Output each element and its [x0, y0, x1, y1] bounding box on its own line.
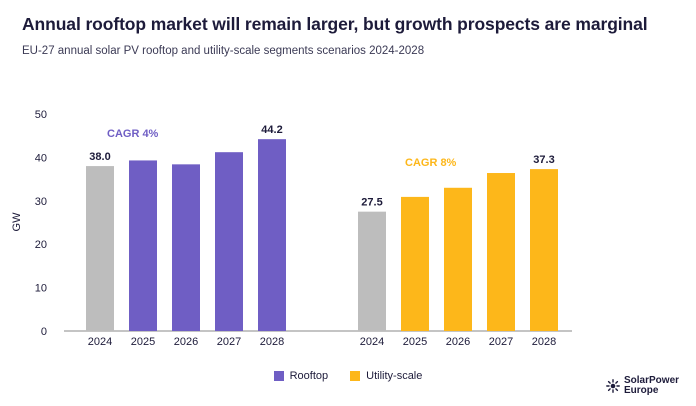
- cagr-annotation: CAGR 8%: [405, 157, 457, 169]
- x-tick-label: 2025: [131, 336, 155, 348]
- y-tick-label: 10: [35, 283, 47, 295]
- legend-item-utility: Utility-scale: [350, 370, 422, 382]
- bar-utility-2028: [530, 169, 558, 331]
- data-label: 44.2: [261, 124, 282, 136]
- x-tick-label: 2028: [532, 336, 556, 348]
- bar-utility-2026: [444, 187, 472, 331]
- x-tick-label: 2026: [174, 336, 198, 348]
- bar-rooftop-2025: [129, 160, 157, 331]
- x-tick-label: 2024: [360, 336, 384, 348]
- bar-rooftop-2028: [258, 139, 286, 331]
- bar-rooftop-2024: [86, 166, 114, 331]
- x-tick-label: 2025: [403, 336, 427, 348]
- bar-utility-2027: [487, 173, 515, 331]
- x-tick-label: 2027: [489, 336, 513, 348]
- y-tick-label: 0: [41, 326, 47, 338]
- logo-text: SolarPower Europe: [624, 375, 680, 396]
- bar-utility-2024: [358, 211, 386, 331]
- data-label: 37.3: [533, 154, 554, 166]
- legend-swatch-utility: [350, 371, 361, 381]
- data-label: 38.0: [89, 151, 110, 163]
- legend-swatch-rooftop: [273, 371, 284, 381]
- sun-icon: [606, 379, 620, 393]
- data-label: 27.5: [361, 197, 382, 209]
- legend-item-rooftop: Rooftop: [273, 370, 329, 382]
- x-tick-label: 2026: [446, 336, 470, 348]
- y-tick-label: 40: [35, 152, 47, 164]
- legend-label-utility: Utility-scale: [366, 370, 423, 382]
- y-tick-label: 20: [35, 239, 47, 251]
- x-tick-label: 2024: [88, 336, 112, 348]
- chart-subtitle: EU-27 annual solar PV rooftop and utilit…: [22, 45, 425, 57]
- chart-legend: Rooftop Utility-scale: [0, 370, 696, 382]
- bar-rooftop-2026: [172, 164, 200, 331]
- bar-rooftop-2027: [215, 152, 243, 331]
- y-tick-label: 50: [35, 109, 47, 121]
- x-tick-label: 2027: [217, 336, 241, 348]
- legend-label-rooftop: Rooftop: [289, 370, 329, 382]
- solarpower-europe-logo: SolarPower Europe: [606, 376, 692, 396]
- x-tick-label: 2028: [260, 336, 284, 348]
- y-tick-label: 30: [35, 196, 47, 208]
- cagr-annotation: CAGR 4%: [107, 128, 159, 140]
- y-axis-label: GW: [11, 212, 23, 232]
- bar-utility-2025: [401, 196, 429, 331]
- chart-title: Annual rooftop market will remain larger…: [22, 14, 648, 34]
